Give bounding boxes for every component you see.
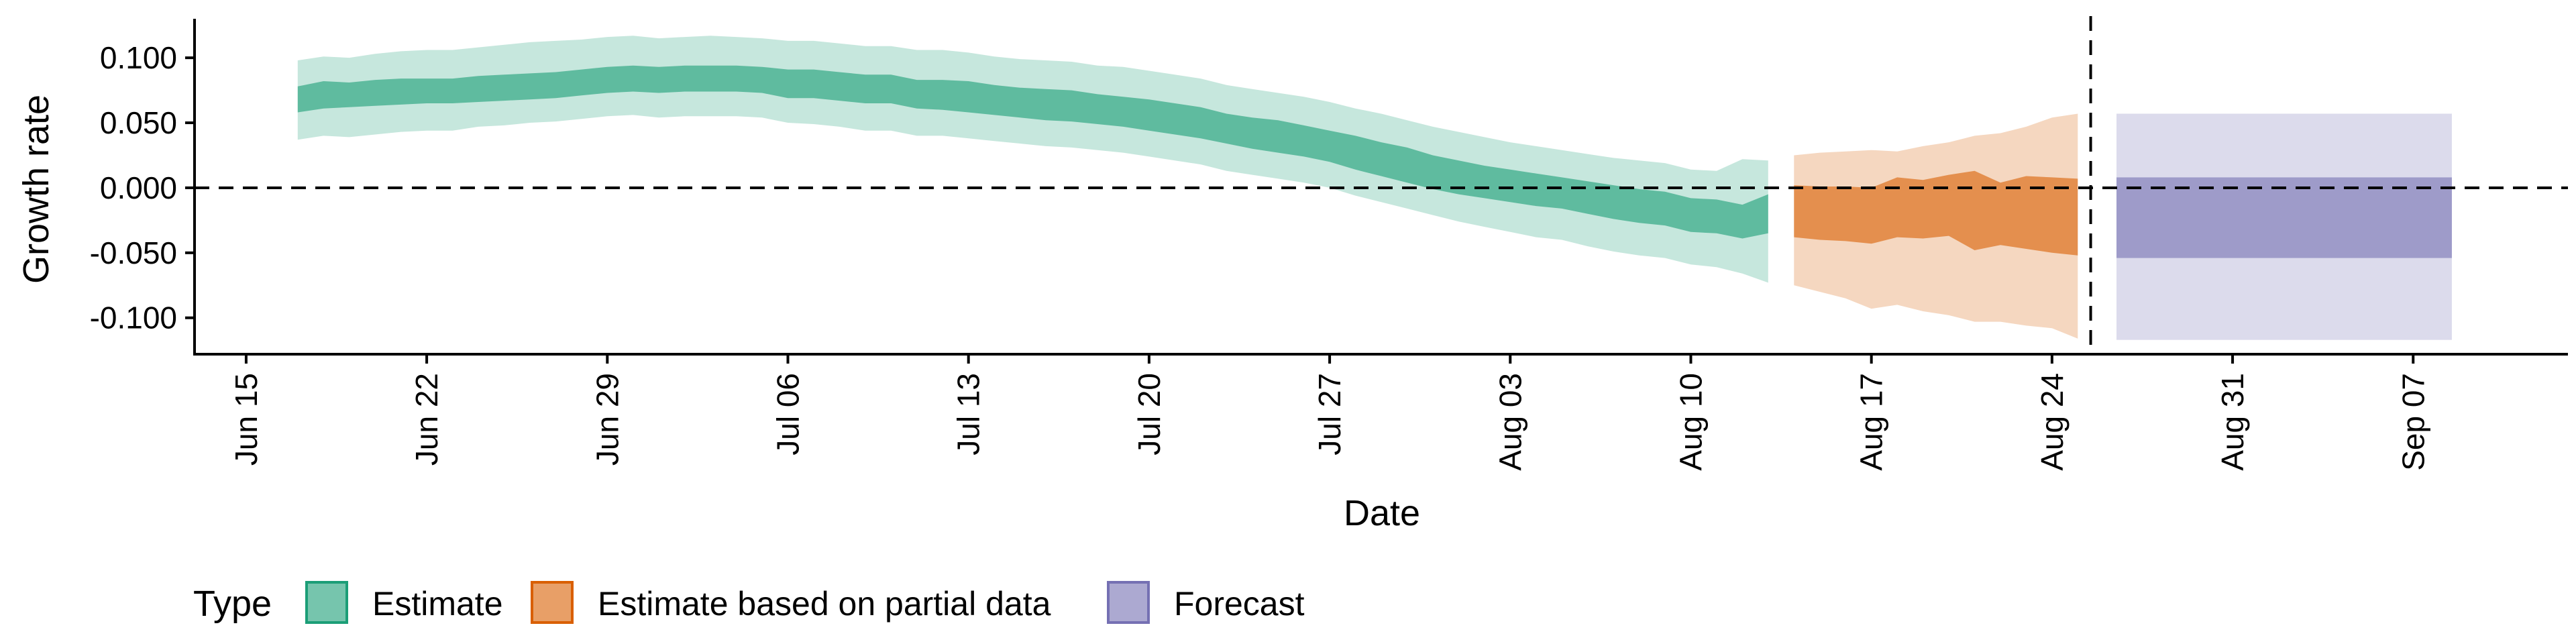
legend: Type Estimate Estimate based on partial d… (193, 581, 1305, 624)
x-axis-ticks: Jun 15 Jun 22 Jun 29 Jul 06 Jul 13 Jul 20 Jul … (229, 354, 2430, 471)
x-tick-label: Aug 17 (1854, 373, 1889, 471)
legend-swatch (1107, 581, 1150, 624)
legend-items: Estimate Estimate based on partial data Fo… (305, 581, 1305, 624)
x-tick-label: Jul 06 (771, 373, 806, 455)
x-tick-label: Aug 24 (2035, 373, 2070, 471)
legend-label: Forecast (1174, 585, 1305, 623)
y-tick-label: -0.100 (90, 301, 177, 335)
y-tick-label: -0.050 (90, 235, 177, 270)
y-axis-ticks: 0.100 0.050 0.000 -0.050 -0.100 (90, 40, 195, 335)
x-tick-label: Jun 15 (229, 373, 264, 466)
legend-title: Type (193, 584, 272, 624)
y-tick-label: 0.000 (100, 170, 177, 205)
x-tick-label: Sep 07 (2396, 373, 2430, 471)
estimate-50-interval-band (297, 65, 1768, 239)
x-tick-label: Jun 22 (409, 373, 444, 466)
y-tick-label: 0.050 (100, 105, 177, 140)
partial-50-interval-band (1794, 170, 2078, 256)
x-tick-label: Jul 27 (1312, 373, 1347, 455)
x-tick-label: Jul 20 (1132, 373, 1167, 455)
legend-swatch (531, 581, 574, 624)
y-tick-label: 0.100 (100, 40, 177, 75)
x-tick-label: Aug 03 (1493, 373, 1527, 471)
forecast-50-interval-band (2116, 177, 2452, 258)
legend-swatch (305, 581, 348, 624)
x-tick-label: Jul 13 (951, 373, 986, 455)
x-axis-label: Date (1344, 493, 1420, 533)
legend-label: Estimate (372, 585, 503, 623)
x-tick-label: Aug 31 (2215, 373, 2250, 471)
x-tick-label: Jun 29 (590, 373, 625, 466)
ribbons-layer (297, 36, 2452, 340)
y-axis-label: Growth rate (16, 95, 56, 284)
x-tick-label: Aug 10 (1673, 373, 1708, 471)
estimate-90-interval-band (297, 36, 1768, 283)
legend-label: Estimate based on partial data (598, 585, 1051, 623)
